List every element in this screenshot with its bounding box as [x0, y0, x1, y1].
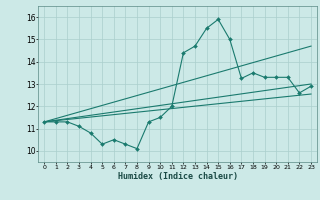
X-axis label: Humidex (Indice chaleur): Humidex (Indice chaleur)	[118, 172, 238, 181]
